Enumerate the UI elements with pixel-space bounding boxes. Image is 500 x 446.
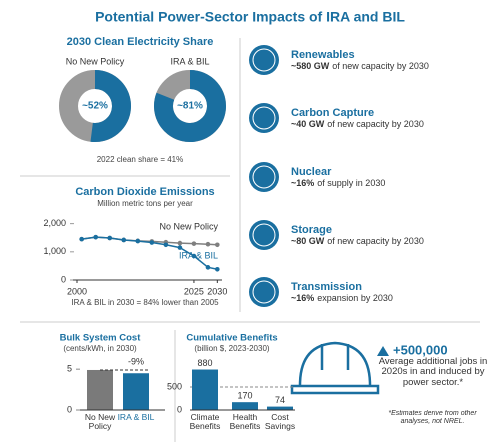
- series-point: [79, 236, 84, 242]
- x-tick-label-box: Cost Savings: [264, 413, 296, 432]
- impact-highlight: ~580 GW: [291, 61, 330, 71]
- impact-detail: of new capacity by 2030: [332, 61, 429, 71]
- chart-title: Cumulative Benefits: [186, 333, 277, 344]
- bar: [192, 369, 218, 410]
- chart-subtitle: Million metric tons per year: [97, 199, 193, 208]
- donut-slice: [154, 70, 226, 142]
- up-arrow: [377, 346, 389, 356]
- x-tick-label: 2030: [207, 286, 227, 296]
- impact-detail: of supply in 2030: [317, 178, 385, 188]
- bar: [87, 369, 113, 410]
- x-tick-label: 2000: [67, 286, 87, 296]
- impact-icon-ring: [252, 280, 276, 304]
- x-tick-label-box: Climate Benefits: [189, 413, 221, 432]
- series-point: [107, 235, 113, 241]
- y-tick-label: 0: [67, 404, 72, 414]
- chart-subtitle: (cents/kWh, in 2030): [63, 344, 137, 353]
- jobs-text-box: Average additional jobs in 2020s in and …: [378, 357, 488, 388]
- impact-icon-ring: [252, 106, 276, 130]
- series-point: [191, 253, 197, 259]
- impact-icon-ring: [252, 165, 276, 189]
- series-point: [135, 238, 141, 244]
- donut-value: ~81%: [177, 101, 203, 112]
- helmet-icon: [290, 341, 380, 395]
- series-point: [149, 240, 155, 245]
- impact-title: Storage: [291, 224, 332, 236]
- impact-detail: expansion by 2030: [317, 293, 393, 303]
- chart-title: Bulk System Cost: [60, 333, 142, 344]
- donut-label: IRA & BIL: [170, 56, 209, 66]
- impact-icon-ring: [252, 223, 276, 247]
- x-tick-label: IRA & BIL: [117, 413, 155, 422]
- impact-text: ~580 GW of new capacity by 2030: [291, 61, 429, 71]
- series-point: [215, 242, 220, 248]
- series-label: IRA & BIL: [179, 250, 218, 260]
- y-tick-label: 5: [67, 364, 72, 374]
- x-tick-label: No New Policy: [84, 413, 116, 432]
- page-title: Potential Power-Sector Impacts of IRA an…: [95, 9, 405, 25]
- bar-annotation: -9%: [128, 356, 144, 366]
- series-point: [205, 241, 211, 247]
- chart-note: IRA & BIL in 2030 = 84% lower than 2005: [71, 298, 219, 307]
- x-tick-label: Climate Benefits: [189, 413, 221, 432]
- jobs-value: +500,000: [393, 342, 448, 357]
- chart-title: 2030 Clean Electricity Share: [67, 36, 214, 48]
- impact-detail: of new capacity by 2030: [327, 119, 424, 129]
- impact-text: ~16% expansion by 2030: [291, 293, 393, 303]
- bar-value: 880: [197, 358, 212, 368]
- impact-title: Renewables: [291, 49, 355, 61]
- series-point: [205, 265, 211, 270]
- bar-value: 170: [237, 391, 252, 401]
- jobs-text: Average additional jobs in 2020s in and …: [378, 357, 488, 388]
- series-point: [93, 234, 99, 240]
- series-point: [191, 241, 197, 246]
- y-tick-label: 0: [177, 404, 182, 414]
- impact-detail: of new capacity by 2030: [327, 236, 424, 246]
- impact-highlight: ~40 GW: [291, 119, 325, 129]
- series-point: [163, 242, 169, 248]
- y-tick-label: 2,000: [43, 218, 66, 228]
- donut-value: ~52%: [82, 101, 108, 112]
- bar: [232, 402, 258, 410]
- series-point: [177, 245, 183, 250]
- jobs-footnote: *Estimates derive from other analyses, n…: [388, 410, 477, 425]
- x-tick-label-box: IRA & BIL: [117, 413, 155, 422]
- x-tick-label: Cost Savings: [264, 413, 296, 432]
- impact-text: ~80 GW of new capacity by 2030: [291, 236, 424, 246]
- y-tick-label: 500: [167, 381, 182, 391]
- bar: [267, 406, 293, 410]
- impact-highlight: ~80 GW: [291, 236, 325, 246]
- x-tick-label: Health Benefits: [229, 413, 261, 432]
- y-tick-label: 0: [61, 274, 66, 284]
- x-tick-label-box: Health Benefits: [229, 413, 261, 432]
- series-point: [121, 237, 127, 243]
- series-label: No New Policy: [159, 221, 218, 231]
- impact-title: Nuclear: [291, 166, 332, 178]
- donut-label: No New Policy: [66, 56, 125, 66]
- series-line: [81, 236, 218, 246]
- impact-title: Transmission: [291, 281, 362, 293]
- series-point: [215, 266, 220, 272]
- series-point: [177, 240, 183, 246]
- jobs-footnote-box: *Estimates derive from other analyses, n…: [388, 410, 477, 425]
- chart-title: Carbon Dioxide Emissions: [75, 186, 214, 198]
- chart-subtitle: (billion $, 2023-2030): [194, 344, 269, 353]
- y-tick-label: 1,000: [43, 246, 66, 256]
- x-tick-label: 2025: [184, 286, 204, 296]
- impact-highlight: ~16%: [291, 178, 314, 188]
- impact-title: Carbon Capture: [291, 107, 374, 119]
- bar: [123, 373, 149, 410]
- impact-text: ~40 GW of new capacity by 2030: [291, 119, 424, 129]
- impact-text: ~16% of supply in 2030: [291, 178, 385, 188]
- impact-icon-ring: [252, 48, 276, 72]
- bar-value: 74: [275, 395, 285, 405]
- x-tick-label-box: No New Policy: [84, 413, 116, 432]
- chart-note: 2022 clean share = 41%: [97, 155, 184, 164]
- donut-slice: [90, 70, 131, 142]
- impact-highlight: ~16%: [291, 293, 314, 303]
